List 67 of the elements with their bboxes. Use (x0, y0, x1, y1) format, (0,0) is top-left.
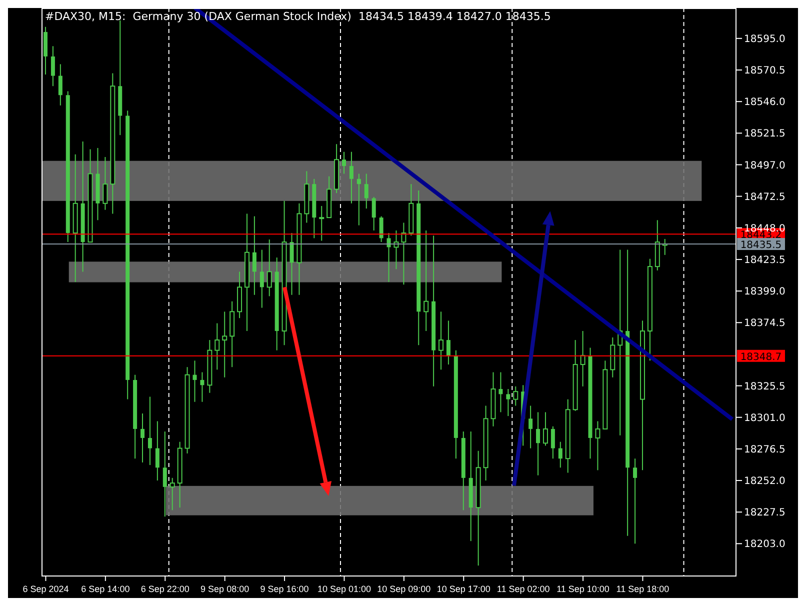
y-tick-label: 18423.5 (744, 255, 786, 266)
candlestick (58, 64, 62, 106)
candlestick (192, 360, 197, 402)
x-tick-label: 10 Sep 01:00 (317, 584, 372, 594)
candlestick (200, 372, 204, 402)
candlestick (498, 372, 503, 413)
x-tick-label: 11 Sep 18:00 (616, 584, 670, 594)
candlestick (214, 322, 220, 370)
candlestick (424, 230, 429, 332)
x-tick-label: 6 Sep 22:00 (140, 584, 190, 594)
candlestick (102, 156, 108, 210)
x-tick-label: 6 Sep 2024 (22, 584, 69, 594)
y-tick-label: 18325.5 (744, 381, 786, 392)
y-tick-label: 18472.5 (744, 192, 786, 203)
candlestick (319, 205, 324, 242)
candlestick (633, 458, 638, 544)
y-tick-label: 18570.5 (744, 66, 786, 77)
candlestick (364, 173, 368, 210)
candlestick (550, 426, 555, 460)
candlestick (446, 320, 450, 365)
y-tick-label: 18252.0 (744, 476, 786, 488)
ref-line-label: 18348.7 (740, 352, 782, 363)
x-tick-label: 10 Sep 09:00 (377, 584, 431, 594)
y-tick-label: 18374.5 (744, 318, 786, 330)
y-tick-label: 18301.0 (744, 412, 786, 424)
candlestick (266, 238, 272, 297)
y-tick-label: 18276.5 (744, 444, 786, 456)
candlestick (372, 196, 376, 231)
y-tick-label: 18595.0 (744, 34, 786, 45)
ref-line-label: 18435.5 (740, 240, 782, 251)
candlestick (148, 396, 152, 466)
x-tick-label: 9 Sep 16:00 (260, 584, 309, 594)
candlestick (401, 222, 406, 286)
candlestick (349, 151, 354, 204)
x-tick-label: 6 Sep 14:00 (81, 584, 130, 594)
candlestick (536, 412, 540, 476)
candlestick (513, 386, 518, 406)
candlestick (595, 420, 600, 471)
x-tick-label: 9 Sep 08:00 (200, 584, 250, 594)
candlestick (222, 311, 228, 378)
y-tick-label: 18546.0 (744, 97, 786, 108)
candlestick (438, 311, 444, 370)
candlestick (528, 405, 533, 449)
candlestick (252, 216, 256, 296)
y-tick-label: 18203.0 (744, 539, 786, 550)
candlestick (170, 477, 175, 511)
candlestick (580, 330, 586, 387)
x-tick-label: 11 Sep 10:00 (556, 584, 610, 594)
candlestick (162, 431, 167, 518)
candlestick (506, 388, 510, 417)
candlestick (290, 232, 294, 296)
candlestick (356, 173, 361, 226)
y-tick-label: 18497.0 (744, 160, 786, 172)
x-tick-label: 10 Sep 17:00 (436, 584, 490, 594)
candlestick (155, 420, 160, 481)
candlestick (379, 216, 384, 243)
candlestick (260, 249, 264, 308)
y-tick-label: 18521.5 (744, 128, 786, 140)
chart-title: #DAX30, M15: Germany 30 (DAX German Stock Index) 18434.5 18439.4 18427.0 18435.5 (45, 10, 551, 23)
y-tick-label: 18399.0 (744, 286, 786, 298)
candlestick (558, 441, 562, 468)
x-tick-label: 11 Sep 02:00 (496, 584, 550, 594)
candlestick (342, 151, 346, 174)
candlestick (50, 46, 55, 87)
y-tick-label: 18227.5 (744, 508, 786, 519)
candlestick (140, 412, 145, 463)
candlestick (542, 412, 548, 446)
